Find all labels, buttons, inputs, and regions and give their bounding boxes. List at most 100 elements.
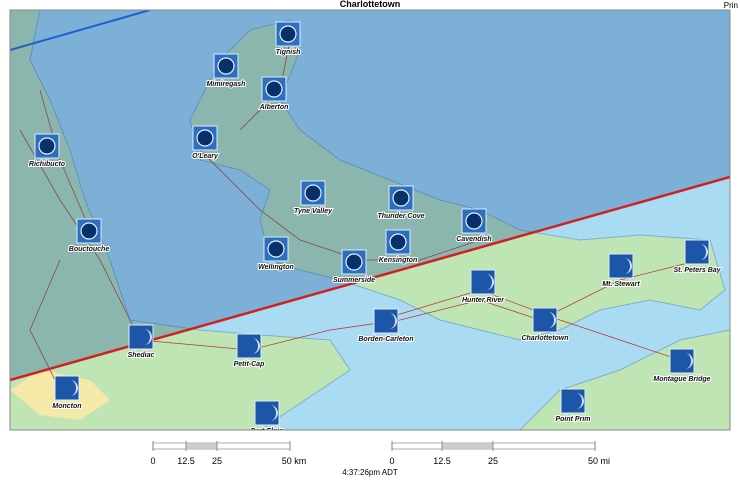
- marker-disc: [217, 57, 235, 75]
- marker-icon: [470, 269, 496, 295]
- place-label: Wellington: [258, 264, 294, 271]
- marker-crescent: [389, 313, 397, 329]
- place-label: Montague Bridge: [653, 376, 710, 383]
- scale-label: 50 mi: [588, 456, 610, 466]
- place-marker: Richibucto: [28, 133, 67, 169]
- marker-icon: [684, 239, 710, 265]
- marker-disc: [80, 222, 98, 240]
- place-marker: Thunder Cove: [376, 185, 426, 221]
- marker-disc: [267, 240, 285, 258]
- marker-crescent: [685, 353, 693, 369]
- place-marker: O'Leary: [191, 125, 220, 161]
- place-label: Borden-Carleton: [358, 336, 413, 343]
- scale-label: 25: [212, 456, 222, 466]
- marker-disc: [345, 253, 363, 271]
- marker-disc: [392, 189, 410, 207]
- place-marker: Mimiregash: [206, 53, 246, 89]
- marker-crescent: [252, 338, 260, 354]
- marker-crescent: [144, 329, 152, 345]
- corner-text: Prin: [724, 1, 738, 10]
- place-label: Tignish: [276, 49, 301, 56]
- place-label: Kensington: [379, 257, 418, 264]
- place-label: Port Elgin: [250, 428, 283, 435]
- marker-disc: [265, 80, 283, 98]
- place-marker: Alberton: [258, 76, 289, 112]
- place-label: Bouctouche: [69, 246, 110, 253]
- marker-icon: [608, 253, 634, 279]
- place-marker: Tyne Valley: [293, 180, 334, 216]
- place-marker: Wellington: [257, 236, 295, 272]
- marker-crescent: [576, 393, 584, 409]
- place-label: Thunder Cove: [377, 213, 424, 220]
- time-text: 4:37:26pm ADT: [342, 468, 398, 477]
- marker-crescent: [624, 258, 632, 274]
- place-marker: Borden-Carleton: [357, 308, 415, 344]
- place-marker: Summerside: [332, 249, 376, 285]
- place-marker: Moncton: [51, 375, 83, 411]
- place-marker: Port Elgin: [249, 400, 285, 435]
- place-label: Point Prim: [555, 416, 590, 423]
- scale-bar: [152, 442, 291, 450]
- marker-disc: [465, 212, 483, 230]
- marker-icon: [128, 324, 154, 350]
- marker-crescent: [548, 312, 556, 328]
- place-label: Shediac: [128, 352, 155, 359]
- place-label: Petit-Cap: [234, 361, 265, 368]
- place-marker: Kensington: [378, 229, 418, 265]
- scale-label: 12.5: [433, 456, 451, 466]
- scale-segment: [186, 443, 217, 449]
- marker-icon: [560, 388, 586, 414]
- scale-label: 0: [150, 456, 155, 466]
- place-label: Cavendish: [456, 236, 491, 243]
- map: Tignish Mimiregash Alberton O'Leary Richibuc…: [10, 10, 730, 435]
- place-label: Tyne Valley: [294, 208, 333, 215]
- scale-label: 50 km: [282, 456, 307, 466]
- place-label: Summerside: [333, 277, 375, 284]
- scale-label: 0: [389, 456, 394, 466]
- scale-bars: 0 12.5 25 50 km 0 12.5 25 50 mi: [150, 441, 610, 466]
- limit-line: [10, 10, 151, 51]
- marker-icon: [669, 348, 695, 374]
- scale-segment: [442, 443, 493, 449]
- map-border: [9, 9, 731, 431]
- marker-icon: [54, 375, 80, 401]
- place-label: Mt. Stewart: [602, 281, 640, 288]
- scale-bar: [391, 442, 596, 450]
- marker-disc: [389, 233, 407, 251]
- place-marker: Hunter River: [461, 269, 506, 305]
- place-label: Alberton: [259, 104, 289, 111]
- place-marker: Petit-Cap: [233, 333, 266, 369]
- marker-crescent: [70, 380, 78, 396]
- place-marker: St. Peters Bay: [672, 239, 723, 275]
- marker-icon: [373, 308, 399, 334]
- place-marker: Charlottetown: [520, 307, 570, 343]
- place-label: Charlottetown: [521, 335, 568, 342]
- place-marker: Tignish: [275, 21, 301, 57]
- marker-crescent: [270, 405, 278, 421]
- marker-disc: [279, 25, 297, 43]
- place-marker: Point Prim: [554, 388, 592, 424]
- scale-label: 25: [488, 456, 498, 466]
- marker-icon: [532, 307, 558, 333]
- marker-icon: [236, 333, 262, 359]
- place-label: Hunter River: [462, 297, 505, 304]
- place-marker: Shediac: [127, 324, 156, 360]
- place-label: St. Peters Bay: [673, 267, 721, 274]
- place-marker: Cavendish: [455, 208, 493, 244]
- shadow-zone: [10, 10, 730, 380]
- scale-label: 12.5: [177, 456, 195, 466]
- place-marker: Mt. Stewart: [601, 253, 641, 289]
- land-island: [189, 19, 726, 341]
- place-marker: Montague Bridge: [652, 348, 712, 384]
- marker-disc: [304, 184, 322, 202]
- map-title: Charlottetown: [340, 0, 401, 9]
- marker-disc: [196, 129, 214, 147]
- marker-crescent: [700, 244, 708, 260]
- place-label: Moncton: [52, 403, 81, 410]
- marker-icon: [254, 400, 280, 426]
- land-mainland: [10, 10, 351, 430]
- marker-crescent: [486, 274, 494, 290]
- marker-disc: [38, 137, 56, 155]
- place-label: Richibucto: [29, 161, 66, 168]
